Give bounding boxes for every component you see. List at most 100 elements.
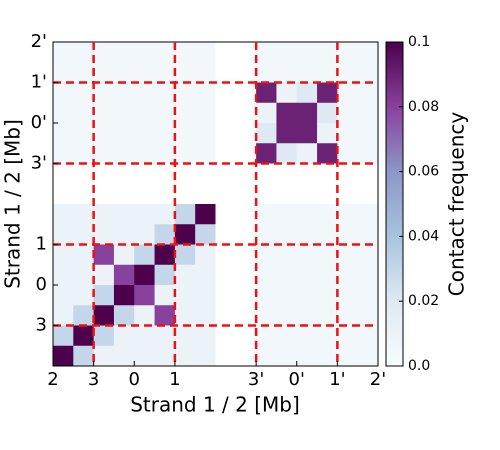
heatmap-cell [256, 224, 277, 245]
heatmap-cell [296, 325, 318, 347]
heatmap-cell [215, 82, 237, 104]
heatmap-cell [317, 42, 338, 63]
colorbar-tick-label: 0.02 [408, 293, 439, 309]
heatmap-cell [113, 264, 135, 286]
heatmap-cell [134, 163, 156, 185]
heatmap-cell [174, 163, 196, 185]
heatmap-cell [235, 102, 257, 124]
heatmap-cell [93, 102, 115, 124]
heatmap-cell [215, 285, 237, 306]
heatmap-cell [174, 285, 196, 306]
heatmap-cell [357, 325, 379, 347]
heatmap-cell [317, 244, 338, 266]
heatmap-cell [256, 264, 277, 286]
heatmap-cell [337, 183, 359, 205]
y-tick-label: 3 [36, 315, 47, 336]
heatmap-cell [53, 264, 74, 286]
heatmap-cell [276, 123, 298, 144]
heatmap-cell [134, 305, 156, 326]
heatmap-cell [174, 244, 196, 266]
heatmap-cell [154, 42, 176, 63]
heatmap-cell [154, 62, 176, 83]
heatmap-cell [337, 143, 359, 164]
heatmap-cell [256, 123, 277, 144]
heatmap-cell [317, 345, 338, 367]
heatmap-cell [195, 183, 216, 205]
heatmap-cell [73, 345, 95, 367]
heatmap-cell [317, 82, 338, 104]
heatmap-cell [215, 244, 237, 266]
heatmap-cell [215, 102, 237, 124]
heatmap-cell [195, 82, 216, 104]
heatmap-cell [93, 163, 115, 185]
y-tick-label: 1 [36, 234, 47, 255]
heatmap-cell [235, 163, 257, 185]
heatmap-cell [73, 244, 95, 266]
heatmap-cell [93, 264, 115, 286]
heatmap-cell [337, 325, 359, 347]
heatmap-cell [317, 285, 338, 306]
heatmap-cell [317, 163, 338, 185]
heatmap-cell [235, 143, 257, 164]
heatmap-cell [317, 143, 338, 164]
heatmap-cell [73, 102, 95, 124]
x-tick-label: 2' [370, 369, 386, 390]
heatmap-cell [195, 345, 216, 367]
heatmap-cell [317, 264, 338, 286]
heatmap-cell [296, 244, 318, 266]
y-tick-label: 0' [31, 112, 47, 133]
heatmap-cell [134, 345, 156, 367]
heatmap-cell [256, 82, 277, 104]
heatmap-cell [276, 285, 298, 306]
heatmap-cell [113, 163, 135, 185]
heatmap-cell [53, 244, 74, 266]
heatmap-cell [174, 123, 196, 144]
heatmap-cell [256, 204, 277, 225]
heatmap-cell [134, 204, 156, 225]
heatmap-cell [73, 123, 95, 144]
heatmap-cell [113, 325, 135, 347]
heatmap-cell [276, 163, 298, 185]
heatmap-cell [256, 305, 277, 326]
x-tick-label: 2 [47, 369, 58, 390]
heatmap-cell [195, 244, 216, 266]
heatmap-cell [215, 62, 237, 83]
heatmap-cell [134, 62, 156, 83]
heatmap-cell [174, 82, 196, 104]
heatmap-cell [235, 62, 257, 83]
heatmap-cell [154, 244, 176, 266]
heatmap-cell [256, 183, 277, 205]
y-tick-label: 2' [31, 31, 47, 52]
heatmap-cell [235, 82, 257, 104]
heatmap-cell [93, 143, 115, 164]
y-tick-label: 3' [31, 153, 47, 174]
heatmap-cell [93, 82, 115, 104]
heatmap-cell [296, 183, 318, 205]
heatmap-cell [174, 345, 196, 367]
heatmap-cell [174, 264, 196, 286]
colorbar-tick-label: 0.08 [408, 99, 439, 115]
heatmap-cell [93, 285, 115, 306]
heatmap-cell [53, 62, 74, 83]
heatmap-cell [154, 345, 176, 367]
heatmap-cell [73, 204, 95, 225]
heatmap-cell [174, 224, 196, 245]
heatmap-cell [195, 143, 216, 164]
heatmap-cell [174, 305, 196, 326]
heatmap-cell [154, 123, 176, 144]
heatmap-cell [73, 143, 95, 164]
x-axis-label: Strand 1 / 2 [Mb] [130, 393, 300, 417]
colorbar-label: Contact frequency [445, 112, 469, 297]
y-axis-label: Strand 1 / 2 [Mb] [1, 119, 25, 289]
heatmap-cell [113, 244, 135, 266]
heatmap-cell [195, 163, 216, 185]
heatmap-cell [174, 183, 196, 205]
heatmap-cell [134, 143, 156, 164]
heatmap-cell [154, 183, 176, 205]
heatmap-cell [296, 62, 318, 83]
heatmap-cell [154, 325, 176, 347]
heatmap-cell [337, 244, 359, 266]
heatmap-cell [215, 264, 237, 286]
x-tick-label: 1' [329, 369, 345, 390]
